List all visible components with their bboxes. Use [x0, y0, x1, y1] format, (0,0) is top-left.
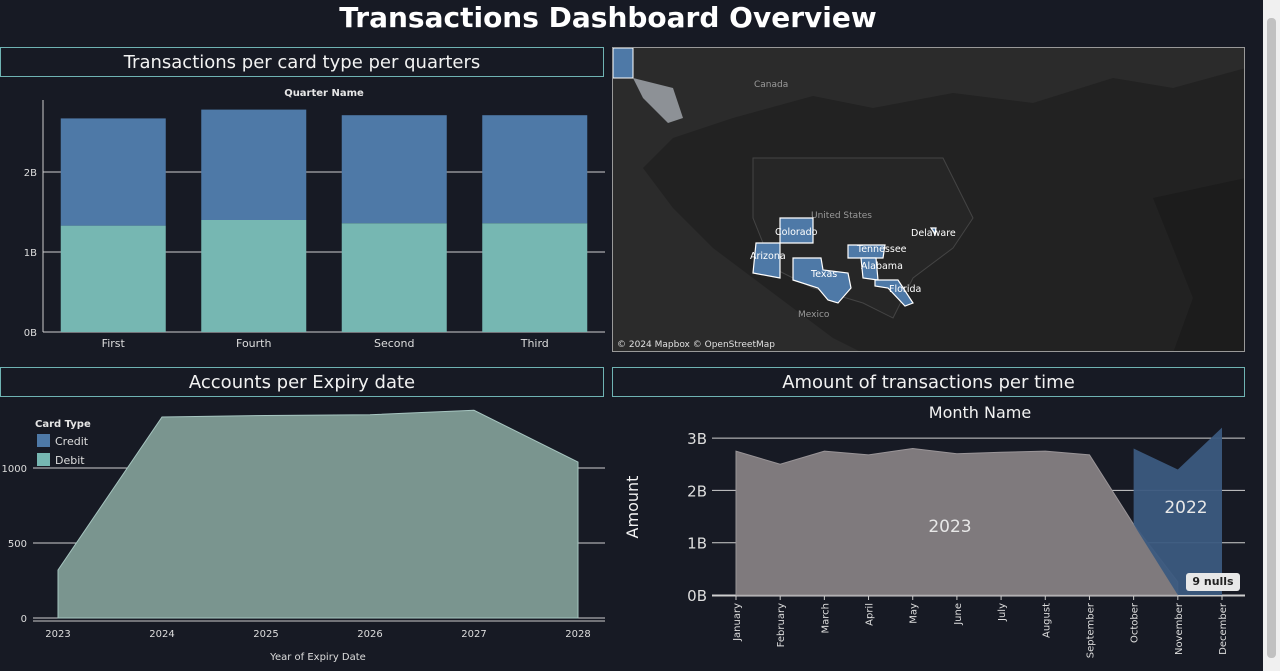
bar-debit-fourth[interactable] [201, 220, 307, 332]
x-tick-label: November [1174, 602, 1185, 655]
x-tick-label: September [1085, 602, 1096, 658]
map-state-arizona[interactable] [752, 242, 781, 279]
map-state-texas[interactable] [792, 257, 852, 304]
legend-swatch-credit [37, 434, 50, 447]
x-tick-label: Third [520, 337, 549, 350]
x-tick-label: August [1041, 603, 1052, 638]
x-tick-label: October [1130, 602, 1141, 643]
x-tick-label: 2023 [45, 629, 70, 640]
bar-debit-second[interactable] [341, 223, 447, 332]
bar-credit-third[interactable] [482, 115, 588, 224]
us-map[interactable]: Canada United States Mexico Colorado Ariz… [612, 47, 1245, 352]
legend-title: Card Type [35, 419, 91, 430]
legend-label-debit: Debit [55, 454, 85, 467]
map-state-label-colorado: Colorado [775, 227, 818, 238]
map-state-label-alabama: Alabama [861, 261, 903, 272]
x-tick-label: First [102, 337, 126, 350]
map-state-florida[interactable] [874, 279, 914, 307]
legend-label-credit: Credit [55, 435, 89, 448]
card-quarters-chart: Quarter Name 0B 1B 2B First Fourth Second Third [24, 88, 605, 350]
x-tick-label: July [997, 603, 1008, 622]
bar-chart-title: Quarter Name [284, 88, 364, 99]
y-tick-label: 1000 [2, 464, 27, 475]
panel-title-time: Amount of transactions per time [612, 367, 1245, 397]
map-state-label-tennessee: Tennessee [856, 244, 907, 255]
map-label-mexico: Mexico [798, 310, 830, 320]
x-tick-label: March [820, 603, 831, 633]
map-state-colorado[interactable] [779, 217, 814, 244]
y-tick-label: 0B [24, 328, 37, 339]
map-attribution: © 2024 Mapbox © OpenStreetMap [617, 340, 775, 350]
y-tick-label: 0 [21, 614, 27, 625]
x-tick-label: June [953, 603, 964, 626]
x-tick-label: January [732, 603, 743, 642]
bar-credit-second[interactable] [341, 115, 447, 224]
series-label-2022: 2022 [1164, 498, 1207, 518]
map-state-delaware[interactable] [929, 227, 937, 236]
x-tick-label: April [865, 603, 876, 626]
x-tick-label: Second [374, 337, 414, 350]
x-tick-label: May [909, 603, 920, 624]
y-tick-label: 500 [8, 539, 27, 550]
series-label-2023: 2023 [928, 517, 971, 537]
map-state-tennessee[interactable] [847, 244, 886, 259]
x-axis-title: Year of Expiry Date [269, 652, 366, 663]
expiry-area[interactable] [57, 409, 579, 619]
y-tick-label: 2B [24, 168, 37, 179]
bar-debit-first[interactable] [60, 225, 166, 332]
bar-credit-first[interactable] [60, 118, 166, 226]
panel-title-expiry: Accounts per Expiry date [0, 367, 604, 397]
area-2022[interactable] [1133, 427, 1222, 595]
bar-credit-fourth[interactable] [201, 109, 307, 220]
y-tick-label: 3B [687, 430, 707, 448]
map-canvas: Canada United States Mexico Colorado Ariz… [613, 48, 1244, 351]
x-tick-label: 2024 [149, 629, 174, 640]
nulls-badge[interactable]: 9 nulls [1186, 573, 1240, 591]
x-tick-label: 2026 [357, 629, 382, 640]
y-tick-label: 1B [24, 248, 37, 259]
y-axis-title: Amount [623, 476, 642, 539]
legend-swatch-debit [37, 453, 50, 466]
panel-title-card-quarters: Transactions per card type per quarters [0, 47, 604, 77]
x-tick-label: 2025 [253, 629, 278, 640]
map-state-label-texas: Texas [810, 269, 837, 280]
time-chart-title: Month Name [929, 403, 1031, 422]
x-tick-label: 2027 [461, 629, 486, 640]
y-tick-label: 0B [687, 587, 707, 605]
scrollbar-thumb[interactable] [1267, 18, 1276, 658]
dashboard-title: Transactions Dashboard Overview [339, 1, 877, 34]
vertical-scrollbar[interactable] [1263, 0, 1280, 671]
y-tick-label: 1B [687, 535, 707, 553]
map-label-us: United States [811, 211, 872, 221]
map-state-label-florida: Florida [889, 284, 921, 295]
bar-debit-third[interactable] [482, 223, 588, 332]
expiry-chart: 0 500 1000 2023 2024 2025 2026 2027 2028 Year of … [2, 409, 605, 663]
map-state-label-delaware: Delaware [911, 228, 956, 239]
x-tick-label: December [1218, 602, 1229, 655]
time-chart: Month Name 0B 1B 2B 3B Amount 2023 2022 January F… [623, 403, 1245, 658]
map-label-canada: Canada [754, 80, 788, 90]
x-tick-label: February [776, 603, 787, 647]
map-state-label-arizona: Arizona [750, 251, 786, 262]
y-tick-label: 2B [687, 482, 707, 500]
x-tick-label: 2028 [565, 629, 590, 640]
x-tick-label: Fourth [236, 337, 271, 350]
